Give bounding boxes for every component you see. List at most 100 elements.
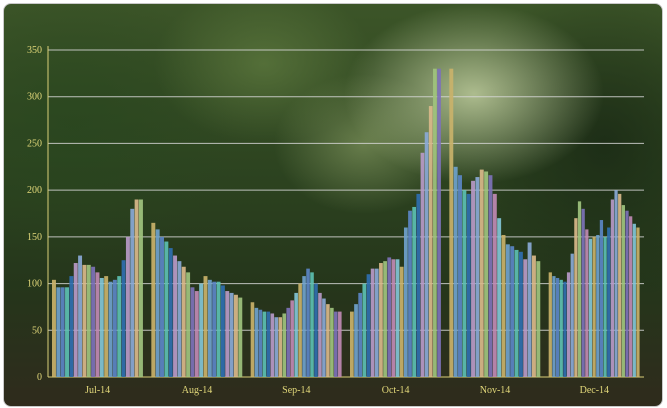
bar xyxy=(254,307,259,377)
bar xyxy=(233,294,238,377)
bar xyxy=(391,259,396,377)
bar xyxy=(121,260,126,377)
bar xyxy=(334,311,338,377)
bar xyxy=(514,249,519,377)
x-category-label: Nov-14 xyxy=(480,385,511,396)
y-tick-label: 250 xyxy=(27,138,42,149)
bar xyxy=(488,175,493,377)
bar xyxy=(73,263,78,377)
bar xyxy=(632,223,636,377)
bar xyxy=(433,68,437,377)
bar xyxy=(625,210,629,377)
bar xyxy=(258,309,263,377)
bar xyxy=(168,248,173,377)
bar xyxy=(338,311,342,377)
bar xyxy=(588,238,593,377)
bar xyxy=(403,227,408,377)
bar xyxy=(412,206,417,377)
bar xyxy=(449,68,454,377)
bar xyxy=(82,264,87,377)
y-tick-label: 350 xyxy=(27,45,42,56)
bar xyxy=(173,255,178,377)
bar xyxy=(199,283,204,377)
bar xyxy=(270,313,275,377)
bar xyxy=(160,236,164,377)
bar xyxy=(387,257,392,377)
bar xyxy=(203,276,208,377)
bar xyxy=(60,287,65,377)
bar xyxy=(518,251,523,377)
bar xyxy=(629,216,633,377)
bar xyxy=(112,279,117,377)
bar xyxy=(298,283,302,377)
bar xyxy=(395,259,400,377)
bar xyxy=(408,210,412,377)
bar xyxy=(212,281,217,377)
bar xyxy=(471,180,476,377)
bar xyxy=(302,276,306,377)
bar xyxy=(278,317,283,377)
bar xyxy=(138,199,143,377)
bar xyxy=(282,313,286,377)
bar xyxy=(492,193,497,377)
bar xyxy=(262,311,267,377)
bar xyxy=(306,268,310,377)
bar xyxy=(225,291,230,377)
bar xyxy=(190,287,195,377)
bar xyxy=(322,298,326,377)
bar xyxy=(416,193,421,377)
bar xyxy=(52,279,56,377)
bar xyxy=(266,311,271,377)
bar xyxy=(117,276,122,377)
bar xyxy=(527,242,532,377)
bar xyxy=(621,205,625,377)
y-tick-label: 0 xyxy=(37,372,42,383)
bar xyxy=(379,263,383,377)
bar xyxy=(65,287,69,377)
bar xyxy=(314,283,318,377)
bar xyxy=(78,255,83,377)
bar xyxy=(636,227,640,377)
bar xyxy=(155,229,160,377)
bar xyxy=(466,193,471,377)
bar xyxy=(566,272,571,377)
bar xyxy=(108,281,113,377)
bar xyxy=(125,236,130,377)
bar xyxy=(475,177,480,377)
y-tick-label: 100 xyxy=(27,279,42,290)
bar xyxy=(424,132,429,377)
bar xyxy=(570,253,574,377)
x-category-label: Dec-14 xyxy=(580,385,609,396)
bar xyxy=(229,292,234,377)
bar xyxy=(177,261,182,377)
bar xyxy=(559,279,563,377)
bar xyxy=(294,292,298,377)
bar xyxy=(130,208,135,377)
bar xyxy=(366,274,371,377)
bar xyxy=(428,106,433,377)
bar xyxy=(536,261,541,377)
bar xyxy=(95,272,100,377)
bar xyxy=(552,276,556,377)
bar xyxy=(330,307,334,377)
bar xyxy=(399,266,404,377)
bar xyxy=(250,302,255,377)
bar xyxy=(577,201,582,377)
bar xyxy=(523,259,528,377)
bar xyxy=(420,152,425,377)
bar xyxy=(86,264,91,377)
y-tick-label: 50 xyxy=(32,325,42,336)
bar xyxy=(290,300,294,377)
bar xyxy=(56,287,61,377)
bar xyxy=(310,272,314,377)
chart-frame: 0 50 100 150 200 250 300 350 Jul-14 Aug-14 Sep-14 O… xyxy=(3,3,663,407)
x-category-label: Sep-14 xyxy=(282,385,310,396)
x-category-label: Oct-14 xyxy=(382,385,410,396)
bar xyxy=(194,291,199,377)
bar xyxy=(610,199,615,377)
y-tick-label: 300 xyxy=(27,92,42,103)
bar xyxy=(592,236,596,377)
bar xyxy=(383,261,387,377)
bar xyxy=(69,276,74,377)
bar xyxy=(462,190,467,377)
